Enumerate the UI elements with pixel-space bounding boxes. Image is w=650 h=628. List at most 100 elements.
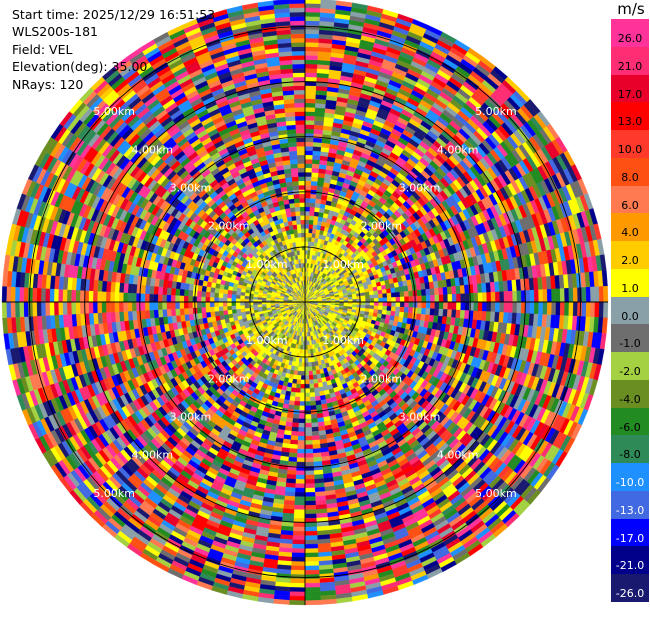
velocity-gate bbox=[313, 448, 321, 453]
velocity-gate bbox=[302, 358, 305, 362]
velocity-gate bbox=[291, 557, 305, 562]
velocity-gate bbox=[434, 288, 439, 295]
velocity-gate bbox=[315, 392, 320, 397]
velocity-gate bbox=[495, 292, 500, 302]
velocity-gate bbox=[311, 177, 318, 182]
velocity-gate bbox=[305, 47, 318, 52]
velocity-gate bbox=[296, 475, 305, 480]
velocity-gate bbox=[447, 287, 452, 295]
velocity-gate bbox=[311, 423, 318, 428]
velocity-gate bbox=[305, 16, 320, 21]
velocity-gate bbox=[301, 380, 305, 384]
velocity-gate bbox=[305, 566, 319, 571]
velocity-gate bbox=[294, 405, 300, 410]
velocity-gate bbox=[314, 212, 319, 217]
velocity-gate bbox=[409, 296, 413, 302]
velocity-gate bbox=[478, 293, 483, 302]
velocity-gate bbox=[500, 292, 505, 302]
velocity-gate bbox=[312, 155, 320, 160]
velocity-gate bbox=[551, 302, 556, 315]
velocity-gate bbox=[448, 294, 453, 302]
velocity-gate bbox=[395, 307, 400, 312]
velocity-gate bbox=[305, 371, 309, 375]
velocity-gate bbox=[530, 302, 535, 314]
velocity-gate bbox=[560, 302, 565, 316]
velocity-gate bbox=[315, 207, 320, 212]
velocity-gate bbox=[582, 302, 587, 317]
velocity-gate bbox=[448, 302, 453, 310]
velocity-gate bbox=[312, 366, 316, 371]
velocity-gate bbox=[361, 299, 365, 302]
velocity-gate bbox=[305, 406, 311, 410]
velocity-gate bbox=[289, 448, 297, 453]
velocity-gate bbox=[305, 38, 319, 43]
velocity-gate bbox=[465, 293, 470, 302]
velocity-gate bbox=[313, 142, 322, 147]
velocity-gate bbox=[309, 216, 314, 221]
velocity-gate bbox=[426, 289, 431, 296]
velocity-gate bbox=[305, 129, 314, 134]
velocity-gate bbox=[508, 291, 513, 302]
velocity-gate bbox=[383, 302, 387, 306]
velocity-gate bbox=[295, 492, 305, 497]
velocity-gate bbox=[395, 312, 400, 317]
velocity-gate bbox=[305, 544, 318, 549]
velocity-gate bbox=[296, 379, 301, 384]
velocity-gate bbox=[456, 310, 461, 318]
velocity-gate bbox=[291, 570, 305, 575]
velocity-gate bbox=[391, 311, 396, 316]
velocity-gate bbox=[307, 341, 309, 345]
velocity-gate bbox=[382, 306, 387, 311]
velocity-gate bbox=[386, 311, 391, 316]
velocity-gate bbox=[582, 287, 587, 302]
velocity-gate bbox=[603, 286, 608, 302]
velocity-gate bbox=[599, 302, 604, 318]
velocity-gate bbox=[296, 384, 301, 389]
velocity-gate bbox=[305, 432, 312, 437]
velocity-gate bbox=[430, 288, 435, 295]
velocity-gate bbox=[487, 302, 492, 312]
velocity-gate bbox=[378, 294, 383, 298]
velocity-gate bbox=[464, 310, 469, 319]
velocity-gate bbox=[438, 288, 443, 295]
velocity-gate bbox=[396, 302, 400, 307]
velocity-gate bbox=[430, 309, 435, 316]
velocity-gate bbox=[305, 68, 317, 73]
velocity-gate bbox=[308, 367, 312, 372]
velocity-gate bbox=[305, 142, 313, 147]
velocity-gate bbox=[491, 302, 496, 312]
velocity-gate bbox=[456, 294, 461, 302]
velocity-gate bbox=[298, 432, 305, 437]
velocity-gate bbox=[366, 299, 370, 302]
velocity-gate bbox=[378, 298, 382, 302]
velocity-gate bbox=[452, 294, 457, 302]
velocity-gate bbox=[305, 112, 315, 117]
velocity-gate bbox=[391, 302, 395, 307]
velocity-gate bbox=[290, 392, 295, 397]
velocity-gate bbox=[310, 198, 316, 203]
velocity-gate bbox=[305, 440, 312, 445]
velocity-gate bbox=[387, 306, 392, 311]
velocity-gate bbox=[308, 237, 312, 242]
velocity-gate bbox=[378, 302, 382, 306]
velocity-gate bbox=[305, 531, 317, 536]
velocity-gate bbox=[370, 305, 375, 309]
velocity-gate bbox=[305, 155, 313, 160]
velocity-gate bbox=[305, 215, 310, 219]
velocity-gate bbox=[312, 159, 320, 164]
velocity-gate bbox=[305, 21, 320, 26]
velocity-gate bbox=[311, 358, 315, 363]
velocity-gate bbox=[464, 285, 469, 294]
velocity-gate bbox=[456, 302, 461, 310]
velocity-gate bbox=[564, 288, 569, 302]
velocity-gate bbox=[291, 574, 305, 579]
velocity-gate bbox=[310, 392, 315, 397]
velocity-gate bbox=[305, 453, 313, 458]
velocity-gate bbox=[312, 431, 319, 436]
velocity-gate bbox=[435, 302, 440, 309]
velocity-gate bbox=[305, 3, 321, 8]
velocity-gate bbox=[305, 492, 315, 497]
velocity-gate bbox=[293, 535, 305, 540]
velocity-gate bbox=[305, 146, 313, 151]
velocity-gate bbox=[399, 312, 404, 318]
